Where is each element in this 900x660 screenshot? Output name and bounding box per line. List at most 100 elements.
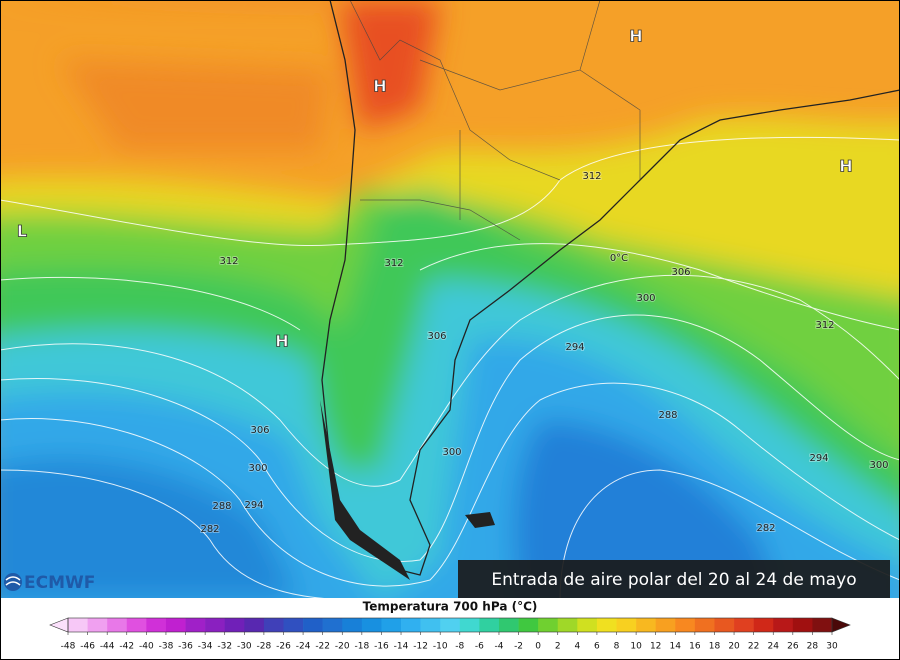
contour-label: 300 [869, 460, 888, 471]
contour-label: 300 [248, 463, 267, 474]
tick-label: -16 [374, 642, 389, 652]
colorbar: -48 -46 -44 -42 -40 -38 -36 -34 -32 -30 -28 -26 -24-… [49, 617, 851, 652]
freezing-label: 0°C [610, 253, 628, 264]
tick-label: 12 [650, 642, 661, 652]
tick-label: -20 [335, 642, 350, 652]
color-segment [753, 618, 774, 632]
logo-text: ECMWF [24, 573, 95, 593]
tick-label: -36 [178, 642, 193, 652]
color-segment [459, 618, 480, 632]
tick-label: 24 [768, 642, 780, 652]
color-segment [440, 618, 461, 632]
tick-label: -28 [257, 642, 272, 652]
color-segment [361, 618, 382, 632]
tick-label: 16 [689, 642, 701, 652]
color-segment [342, 618, 363, 632]
colorbar-outline [67, 617, 833, 633]
color-segment [557, 618, 578, 632]
tick-label: 14 [670, 642, 682, 652]
tick-label: -8 [455, 642, 464, 652]
color-segment [205, 618, 226, 632]
color-segment [734, 618, 754, 632]
contour-label: 306 [671, 267, 690, 278]
tick-label: 0 [535, 642, 541, 652]
color-segment [714, 618, 735, 632]
tick-label: 18 [709, 642, 721, 652]
color-segment [303, 618, 323, 632]
color-segment [518, 618, 539, 632]
tick-label: -24 [296, 642, 311, 652]
color-segment [146, 618, 167, 632]
contour-label: 288 [212, 501, 231, 512]
tick-label: -34 [198, 642, 213, 652]
color-segment [694, 618, 715, 632]
contour-label: 312 [384, 258, 403, 269]
tick-label: -26 [276, 642, 291, 652]
islands [465, 512, 495, 528]
color-segment [401, 618, 421, 632]
color-segment [185, 618, 206, 632]
color-segment [792, 618, 813, 632]
contour-label: 282 [200, 524, 219, 535]
tick-label: 26 [787, 642, 799, 652]
contour-label: 282 [756, 523, 775, 534]
pressure-center: H [275, 332, 288, 351]
tick-label: -40 [139, 642, 154, 652]
color-segment [263, 618, 284, 632]
color-segment [498, 618, 519, 632]
contour-label: 294 [565, 342, 584, 353]
tick-label: 4 [574, 642, 580, 652]
map: H H H L H 312 312 312 306 300 312 306 294 288 306 300 29… [0, 0, 900, 598]
tick-label: -12 [413, 642, 428, 652]
tick-label: -42 [119, 642, 134, 652]
color-segment [773, 618, 794, 632]
color-segment [381, 618, 402, 632]
tick-label: -38 [159, 642, 174, 652]
tick-label: -46 [80, 642, 95, 652]
tick-label: -6 [475, 642, 484, 652]
coastline [321, 0, 900, 576]
color-segment [126, 618, 147, 632]
tick-label: -48 [61, 642, 76, 652]
tick-label: -44 [100, 642, 115, 652]
color-segment [68, 618, 88, 632]
map-labels: H H H L H 312 312 312 306 300 312 306 294 288 306 300 29… [16, 26, 889, 536]
tick-label: 28 [807, 642, 819, 652]
tick-label: 10 [630, 642, 642, 652]
tick-label: -22 [315, 642, 330, 652]
under-arrow [49, 617, 69, 633]
pressure-center: H [839, 157, 852, 176]
tick-label: 6 [594, 642, 600, 652]
borders [349, 0, 641, 241]
color-segment [420, 618, 441, 632]
color-segment [107, 618, 128, 632]
color-segment [636, 618, 656, 632]
contour-label: 294 [809, 453, 828, 464]
caption-box [458, 560, 890, 598]
over-arrow [831, 617, 851, 633]
contour-label: 312 [815, 320, 834, 331]
color-segment [87, 618, 108, 632]
color-segment [675, 618, 696, 632]
caption: Entrada de aire polar del 20 al 24 de ma… [491, 570, 856, 590]
tick-label: 8 [614, 642, 620, 652]
tick-label: 22 [748, 642, 759, 652]
contour-label: 300 [636, 293, 655, 304]
contour-label: 300 [442, 447, 461, 458]
pressure-center: H [373, 77, 386, 96]
contour-label: 306 [250, 425, 269, 436]
tick-label: -30 [237, 642, 252, 652]
color-segment [616, 618, 637, 632]
logo: ECMWF [4, 573, 95, 593]
color-segment [596, 618, 617, 632]
color-segment [322, 618, 343, 632]
contour-label: 312 [219, 256, 238, 267]
tick-label: 20 [728, 642, 740, 652]
colorbar-title: Temperatura 700 hPa (°C) [363, 600, 538, 614]
color-segment [283, 618, 304, 632]
tick-label: 2 [555, 642, 561, 652]
tick-label: -18 [354, 642, 369, 652]
tick-label: -14 [394, 642, 409, 652]
tick-label: 30 [826, 642, 838, 652]
